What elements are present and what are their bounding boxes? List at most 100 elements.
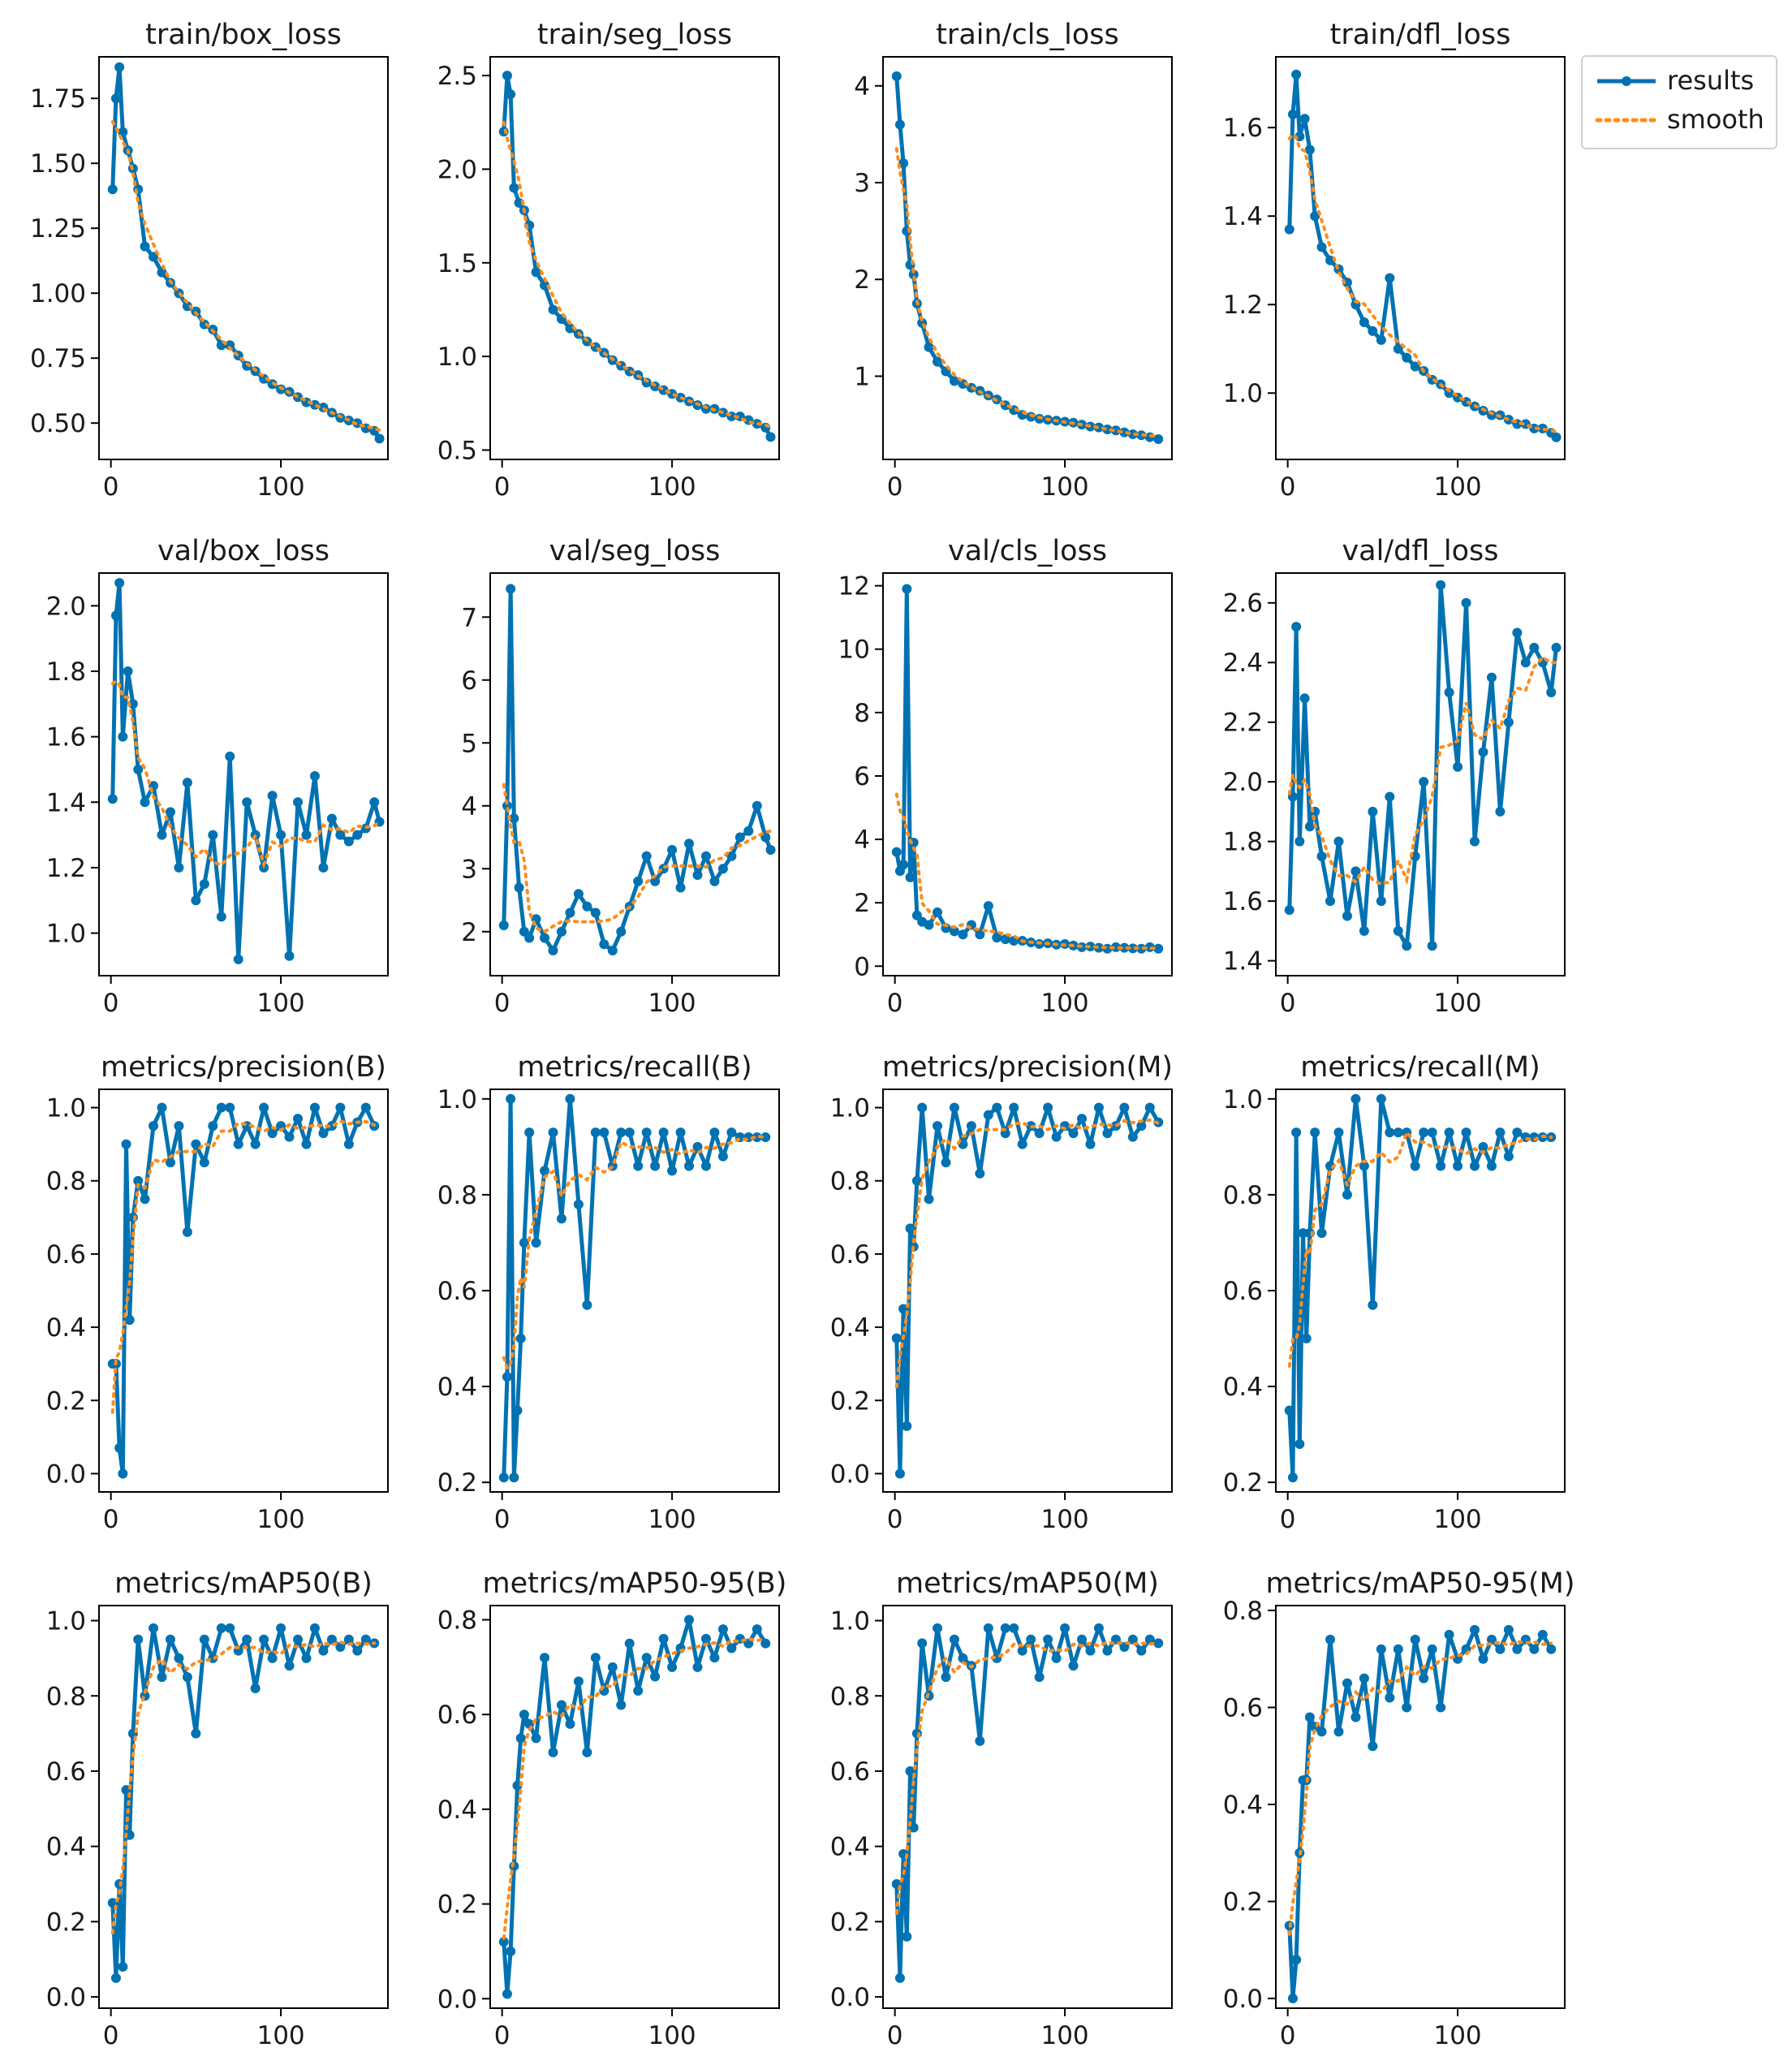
results-point [301, 830, 312, 840]
results-point [1284, 1405, 1294, 1416]
results-point [1287, 1472, 1298, 1483]
results-point [743, 1638, 754, 1649]
subplot-15: metrics/mAP50-95(M) 0 100 0.0 0.2 0.4 0.6 0.8 [1223, 1567, 1575, 2050]
subplot-1: train/seg_loss 0 100 0.5 1.0 1.5 2.0 2.5 [437, 19, 780, 502]
results-point [1461, 1127, 1471, 1138]
plot-frame [489, 572, 780, 976]
results-point [133, 1175, 144, 1186]
results-point [191, 895, 201, 906]
y-tick-label: 0.2 [1223, 1888, 1263, 1917]
y-tick-label: 1.2 [46, 854, 86, 883]
results-point [1453, 1161, 1463, 1171]
results-point [1444, 1127, 1454, 1138]
subplot-title: metrics/recall(B) [517, 1051, 752, 1084]
results-point [1350, 866, 1361, 877]
y-tick-label: 1.2 [1223, 291, 1263, 320]
results-point [726, 851, 737, 861]
results-point [565, 323, 575, 334]
results-point [565, 1718, 575, 1729]
results-point [1410, 1161, 1420, 1171]
y-tick-label: 0.75 [30, 344, 86, 373]
results-point [1026, 1634, 1036, 1645]
subplot-10: metrics/precision(M) 0 100 0.0 0.2 0.4 0.6 0.8 1… [830, 1051, 1173, 1534]
results-point [502, 1989, 512, 1999]
x-tick-label: 0 [1280, 1505, 1296, 1534]
results-point [752, 1132, 762, 1143]
subplot-7: val/dfl_loss 0 100 1.4 1.6 1.8 2.0 2.2 2.4 2.6 [1223, 535, 1566, 1018]
results-point [225, 1102, 235, 1113]
results-point [573, 1676, 584, 1687]
y-tick-label: 0.0 [830, 1983, 870, 2012]
plot-frame [1275, 572, 1566, 976]
results-point [512, 1405, 523, 1416]
results-point [556, 926, 566, 937]
results-point [1287, 109, 1298, 119]
results-point [1503, 1151, 1514, 1162]
results-point [1119, 1641, 1130, 1652]
results-line-icon [1597, 76, 1656, 86]
results-point [531, 1237, 541, 1248]
y-tick-label: 1.5 [437, 249, 477, 278]
smooth-line [1287, 132, 1558, 433]
results-point [975, 1168, 985, 1179]
results-point [509, 1472, 519, 1483]
smooth-line [894, 792, 1161, 951]
results-point [582, 1747, 592, 1757]
x-tick-label: 100 [1040, 472, 1088, 502]
results-point [1419, 1673, 1429, 1683]
results-point [182, 1672, 192, 1683]
results-line [1287, 1627, 1553, 2001]
results-point [114, 578, 125, 588]
results-point [565, 1093, 575, 1104]
results-point [898, 860, 909, 870]
y-tick-label: 1.6 [1223, 887, 1263, 916]
results-point [891, 847, 902, 857]
results-point [309, 1623, 320, 1633]
results-point [515, 1334, 526, 1344]
results-point [917, 1102, 928, 1113]
results-point [114, 62, 125, 72]
results-point [1470, 836, 1480, 847]
results-point [667, 845, 678, 855]
x-tick-label: 100 [648, 2021, 696, 2050]
results-point [140, 1194, 150, 1205]
plot-frame [1275, 1089, 1566, 1493]
y-tick-label: 2.0 [437, 155, 477, 184]
results-point [369, 797, 380, 808]
results-point [1551, 642, 1562, 653]
results-point [121, 1139, 131, 1149]
results-point [590, 1127, 601, 1138]
results-point [1144, 1634, 1155, 1645]
results-point [1470, 1624, 1480, 1635]
results-point [1512, 627, 1523, 638]
results-point [1402, 1702, 1412, 1713]
y-tick-label: 0.50 [30, 409, 86, 438]
results-point [1304, 1712, 1315, 1722]
results-point [726, 1643, 737, 1653]
results-point [641, 851, 652, 861]
y-tick-label: 0 [854, 952, 870, 981]
results-point [992, 933, 1002, 943]
smooth-line [110, 1119, 377, 1414]
results-point [599, 1127, 610, 1138]
results-line [1287, 583, 1559, 948]
x-tick-label: 0 [1280, 2021, 1296, 2050]
y-tick-label: 0.2 [1223, 1468, 1263, 1498]
results-point [259, 1634, 269, 1645]
x-tick-label: 0 [887, 989, 903, 1018]
y-tick-label: 0.6 [830, 1757, 870, 1787]
results-point [1127, 429, 1138, 439]
results-point [1291, 1955, 1302, 1965]
results-point [1427, 1127, 1437, 1138]
results-point [1436, 1161, 1446, 1171]
results-point [1512, 1644, 1523, 1654]
y-tick-label: 0.8 [830, 1167, 870, 1196]
results-point [624, 1638, 635, 1649]
results-point [293, 1114, 304, 1124]
results-point [1291, 69, 1302, 80]
y-tick-label: 0.4 [437, 1373, 477, 1402]
results-point [1060, 1623, 1070, 1633]
results-point [1310, 1127, 1320, 1138]
results-point [1376, 334, 1386, 345]
results-point [1291, 622, 1302, 632]
